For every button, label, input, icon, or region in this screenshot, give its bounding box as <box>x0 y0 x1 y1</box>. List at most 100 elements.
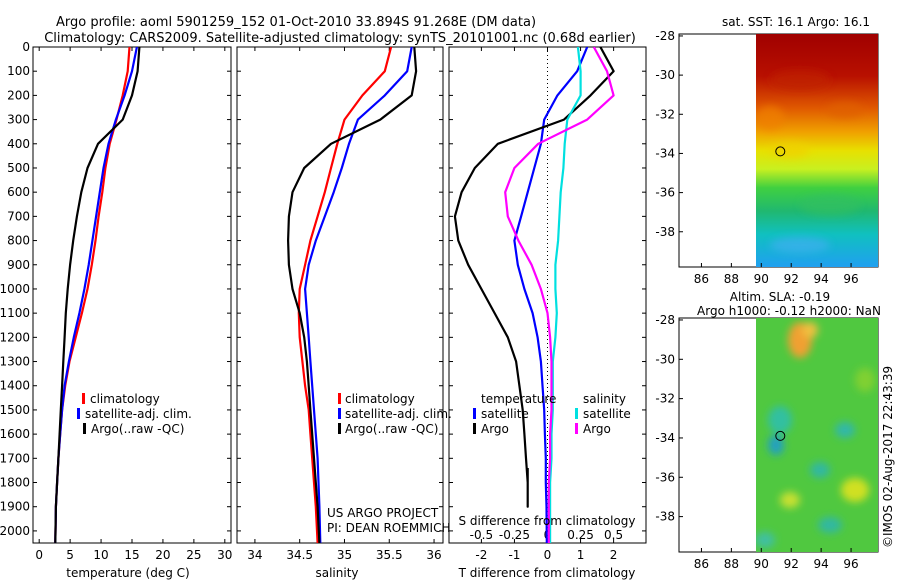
difference-legend-temperature-title: temperature <box>481 392 556 406</box>
temp-xtick-label: 20 <box>155 548 170 562</box>
difference-legend-swatch-t-satellite <box>473 408 476 419</box>
sst-xtick-label: 86 <box>694 272 709 286</box>
sst-xtick-label: 92 <box>784 272 799 286</box>
sal-series-0 <box>297 47 393 543</box>
difference-legend-s-argo: Argo <box>583 422 611 436</box>
sla-ytick-label: -30 <box>655 352 675 366</box>
sla-ytick-label: -38 <box>655 510 675 524</box>
sla-ytick-label: -34 <box>655 431 675 445</box>
temperature-legend: climatology satellite-adj. clim. Argo(..… <box>77 392 192 436</box>
diff-xtick-label: 1 <box>577 548 585 562</box>
depth-tick-label: 1100 <box>0 306 30 320</box>
difference-legend-t-satellite: satellite <box>481 407 529 421</box>
sst-ytick-label: -30 <box>655 68 675 82</box>
diff-xtick-label: 2 <box>610 548 618 562</box>
depth-tick-label: 1800 <box>0 476 30 490</box>
depth-tick-label: 600 <box>7 185 30 199</box>
temp-xtick-label: 30 <box>217 548 232 562</box>
difference-legend-swatch-s-argo <box>575 423 578 434</box>
diff-xtick-label: 0 <box>544 548 552 562</box>
depth-tick-label: 1900 <box>0 500 30 514</box>
sal-series-2 <box>287 47 418 543</box>
salinity-plot-frame <box>236 46 444 544</box>
sla-heatmap <box>756 318 878 552</box>
sst-xtick-label: 94 <box>814 272 829 286</box>
sst-ytick-label: -36 <box>655 186 675 200</box>
temperature-legend-swatch-argo <box>83 423 86 434</box>
depth-tick-label: 1200 <box>0 330 30 344</box>
sst-xtick-label: 90 <box>754 272 769 286</box>
header-line-2: Climatology: CARS2009. Satellite-adjuste… <box>44 31 636 46</box>
sst-xtick-label: 88 <box>724 272 739 286</box>
temp-series-2 <box>54 47 141 543</box>
temperature-legend-swatch-climatology <box>82 393 85 404</box>
sla-xtick-label: 96 <box>843 557 858 571</box>
sla-map-subtitle: Argo h1000: -0.12 h2000: NaN <box>697 304 881 318</box>
difference-legend-t-argo: Argo <box>481 422 509 436</box>
project-annotation-2: PI: DEAN ROEMMICH <box>327 521 450 535</box>
sla-ytick-label: -28 <box>655 313 675 327</box>
sst-ytick-label: -32 <box>655 107 675 121</box>
depth-tick-label: 1400 <box>0 379 30 393</box>
temp-xtick-label: 15 <box>124 548 139 562</box>
diff-series-3 <box>504 47 615 543</box>
s-diff-xtick-label: -0.5 <box>470 528 493 542</box>
depth-tick-label: 700 <box>7 209 30 223</box>
difference-legend-swatch-t-argo <box>473 423 476 434</box>
temperature-legend-argo: Argo(..raw -QC) <box>91 422 184 436</box>
salinity-xlabel: salinity <box>315 566 358 580</box>
sla-ytick-label: -36 <box>655 470 675 484</box>
difference-t-xlabel: T difference from climatology <box>458 566 636 580</box>
temperature-xlabel: temperature (deg C) <box>66 566 189 580</box>
salinity-legend-swatch-climatology <box>338 393 341 404</box>
temperature-plot-frame <box>32 46 232 544</box>
depth-tick-label: 1600 <box>0 427 30 441</box>
temp-xtick-label: 10 <box>93 548 108 562</box>
salinity-legend-swatch-argo <box>338 423 341 434</box>
sal-xtick-label: 34.5 <box>286 548 313 562</box>
sst-ytick-label: -28 <box>655 29 675 43</box>
sal-series-1 <box>304 47 413 543</box>
depth-tick-label: 500 <box>7 161 30 175</box>
s-diff-xtick-label: -0.25 <box>499 528 530 542</box>
depth-tick-label: 1700 <box>0 451 30 465</box>
temp-xtick-label: 25 <box>186 548 201 562</box>
difference-legend: temperature satellite Argo salinity sate… <box>473 392 631 436</box>
sal-xtick-label: 35.5 <box>376 548 403 562</box>
salinity-legend-argo: Argo(..raw -QC) <box>345 422 438 436</box>
depth-tick-label: 1000 <box>0 282 30 296</box>
sst-map-title: sat. SST: 16.1 Argo: 16.1 <box>722 15 870 29</box>
sla-profile-marker <box>775 430 786 441</box>
sst-profile-marker <box>775 146 786 157</box>
temperature-legend-satellite: satellite-adj. clim. <box>85 407 192 421</box>
sst-heatmap <box>756 34 878 267</box>
salinity-legend-satellite: satellite-adj. clim. <box>345 407 452 421</box>
sst-xtick-label: 96 <box>843 272 858 286</box>
depth-tick-label: 2000 <box>0 524 30 538</box>
depth-tick-label: 900 <box>7 258 30 272</box>
diff-xtick-label: -2 <box>475 548 487 562</box>
sla-ytick-label: -32 <box>655 392 675 406</box>
depth-tick-label: 800 <box>7 234 30 248</box>
sst-ytick-label: -38 <box>655 225 675 239</box>
difference-legend-swatch-s-satellite <box>575 408 578 419</box>
depth-tick-label: 200 <box>7 88 30 102</box>
difference-s-xlabel: S difference from climatology <box>459 514 636 528</box>
depth-tick-label: 1300 <box>0 355 30 369</box>
sal-xtick-label: 34 <box>247 548 262 562</box>
diff-series-2 <box>548 47 582 543</box>
sla-xtick-label: 86 <box>694 557 709 571</box>
temp-xtick-label: 0 <box>35 548 43 562</box>
sla-xtick-label: 94 <box>814 557 829 571</box>
sla-xtick-label: 90 <box>754 557 769 571</box>
depth-tick-label: 100 <box>7 64 30 78</box>
project-annotation-1: US ARGO PROJECT <box>327 506 439 520</box>
salinity-legend-swatch-satellite <box>338 408 341 419</box>
credit-text: ©IMOS 02-Aug-2017 22:43:39 <box>881 366 895 548</box>
diff-series-1 <box>453 47 615 508</box>
sla-xtick-label: 92 <box>784 557 799 571</box>
salinity-legend: climatology satellite-adj. clim. Argo(..… <box>338 392 452 436</box>
difference-legend-salinity-title: salinity <box>583 392 626 406</box>
difference-legend-s-satellite: satellite <box>583 407 631 421</box>
